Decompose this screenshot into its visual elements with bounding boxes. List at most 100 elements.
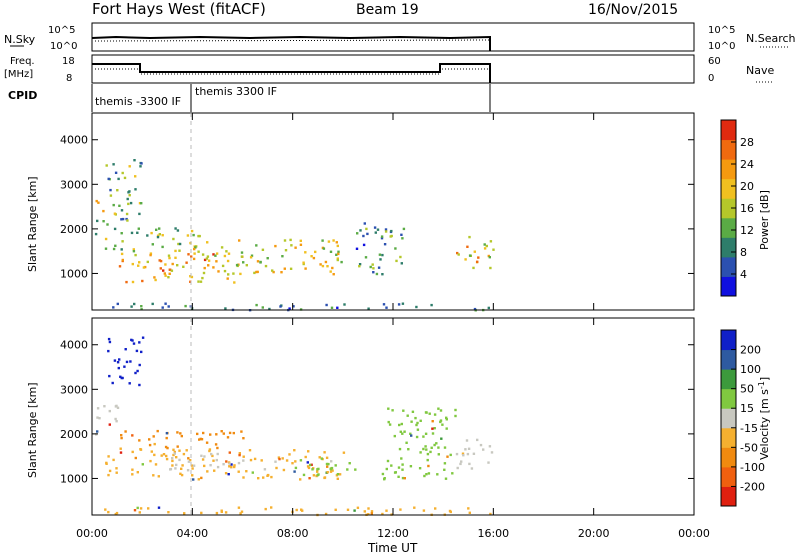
colorbar-tick-label: -100 [740,461,765,474]
power-cell [372,267,375,270]
power-cell [178,249,181,252]
velocity-cell [118,358,121,361]
power-cell [373,226,377,229]
velocity-cell [116,406,120,409]
power-cell [358,263,362,266]
colorbar-frame [720,329,737,507]
power-cell [430,303,433,307]
velocity-cell [307,466,311,470]
power-cell [380,237,384,240]
power-cell [384,230,388,233]
power-cell [304,251,307,254]
velocity-cell [295,508,298,512]
power-cell [239,272,242,276]
power-cell [137,264,140,267]
power-cell [310,255,313,258]
power-cell [268,307,271,311]
velocity-cell [131,339,134,342]
power-cell [473,250,476,253]
velocity-cell [399,430,402,433]
velocity-cell [467,507,470,510]
power-cell [104,247,108,250]
velocity-cell [239,512,242,515]
velocity-cell [310,463,313,466]
velocity-cell [185,449,188,452]
power-cell [483,243,486,246]
velocity-cell [460,460,463,463]
velocity-cell [176,445,179,448]
power-cell [468,235,471,239]
velocity-cell [175,456,178,459]
velocity-cell [422,435,425,438]
power-cell [105,164,108,167]
power-cell [140,305,143,308]
power-cell [292,305,295,308]
velocity-cell [141,463,144,466]
velocity-cell [107,455,110,458]
velocity-cell [175,463,178,467]
power-cell [158,259,161,262]
velocity-panel: 1000 2000 3000 4000 Slant Range [km] [26,317,695,517]
colorbar-tick-label: -50 [740,441,758,454]
colorbar-tick-label: 12 [740,224,754,237]
velocity-cell [251,471,254,474]
power-cell [488,256,491,259]
velocity-cell [136,471,139,474]
power-cell [94,232,98,236]
power-cell [161,245,164,249]
power-cell [130,231,134,235]
nave-line [95,68,490,75]
velocity-cell [488,445,492,448]
nave-label: Nave [746,64,774,77]
velocity-cell [393,434,396,438]
velocity-cell [436,473,439,476]
colorbar-swatch [721,139,736,160]
colorbar-swatch [721,447,736,468]
velocity-cell [178,458,181,462]
velocity-cell [179,432,182,435]
velocity-cell [141,336,145,339]
power-cell [312,256,316,260]
velocity-cell [467,447,471,450]
power-cell [464,258,467,261]
velocity-cell [431,427,434,430]
power-cell [109,194,113,197]
velocity-cell [213,469,216,472]
velocity-colorbar-label: Velocity [m s-1] [757,377,771,460]
power-cell [332,239,335,242]
power-cell [138,261,141,264]
velocity-cell [354,468,357,471]
power-cell [253,271,256,275]
x-tick-label: 00:00 [678,527,710,540]
velocity-cell [424,445,427,448]
velocity-cell [253,457,257,461]
power-cell [324,260,328,264]
power-cell [477,256,480,259]
power-cell [256,260,260,263]
power-cell [154,278,157,282]
power-cell [189,275,192,278]
velocity-cell [426,452,430,456]
power-cell [170,269,174,272]
velocity-cell [433,427,436,430]
power-axes: 1000 2000 3000 4000 [60,134,694,280]
velocity-cell [293,449,296,452]
colorbar-tick-label: 200 [740,344,761,357]
velocity-cell [187,460,191,463]
power-cell [113,212,117,215]
power-cell [274,244,277,248]
velocity-cell [346,508,350,511]
colorbar-tick-label: 24 [740,158,754,171]
velocity-cell [134,456,137,460]
velocity-cell [165,457,169,461]
velocity-cell [387,420,390,424]
velocity-cell [222,432,225,435]
velocity-cell [210,452,213,456]
power-cell [158,233,161,236]
colorbar-tick-label: 28 [740,136,754,149]
velocity-cell [189,459,192,462]
velocity-cell [470,467,474,470]
power-cell [202,271,206,275]
velocity-cell [433,443,436,447]
